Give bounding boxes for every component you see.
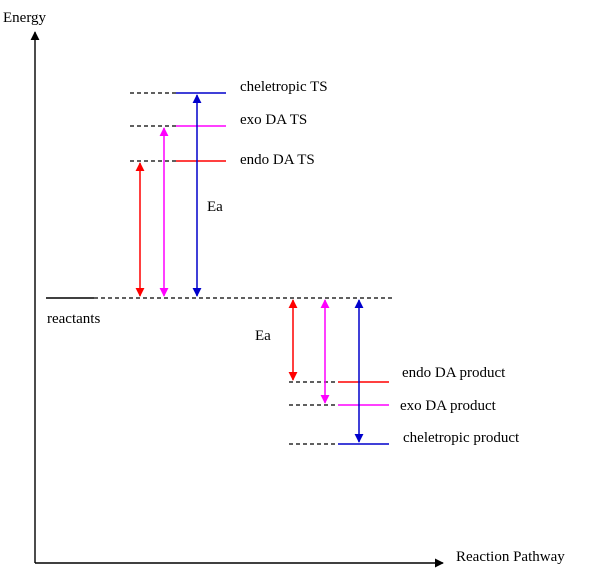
x-axis-label: Reaction Pathway xyxy=(456,549,565,565)
exo-product-label: exo DA product xyxy=(400,398,497,414)
y-axis-label: Energy xyxy=(3,10,47,26)
reactants-label: reactants xyxy=(47,311,100,327)
endo-product-label: endo DA product xyxy=(402,365,506,381)
cheletropic-product-label: cheletropic product xyxy=(403,430,520,446)
ea-products-label: Ea xyxy=(255,328,271,344)
ea-forward-label: Ea xyxy=(207,199,223,215)
exo-ts-label: exo DA TS xyxy=(240,112,307,128)
endo-ts-label: endo DA TS xyxy=(240,152,315,168)
cheletropic-ts-label: cheletropic TS xyxy=(240,79,328,95)
